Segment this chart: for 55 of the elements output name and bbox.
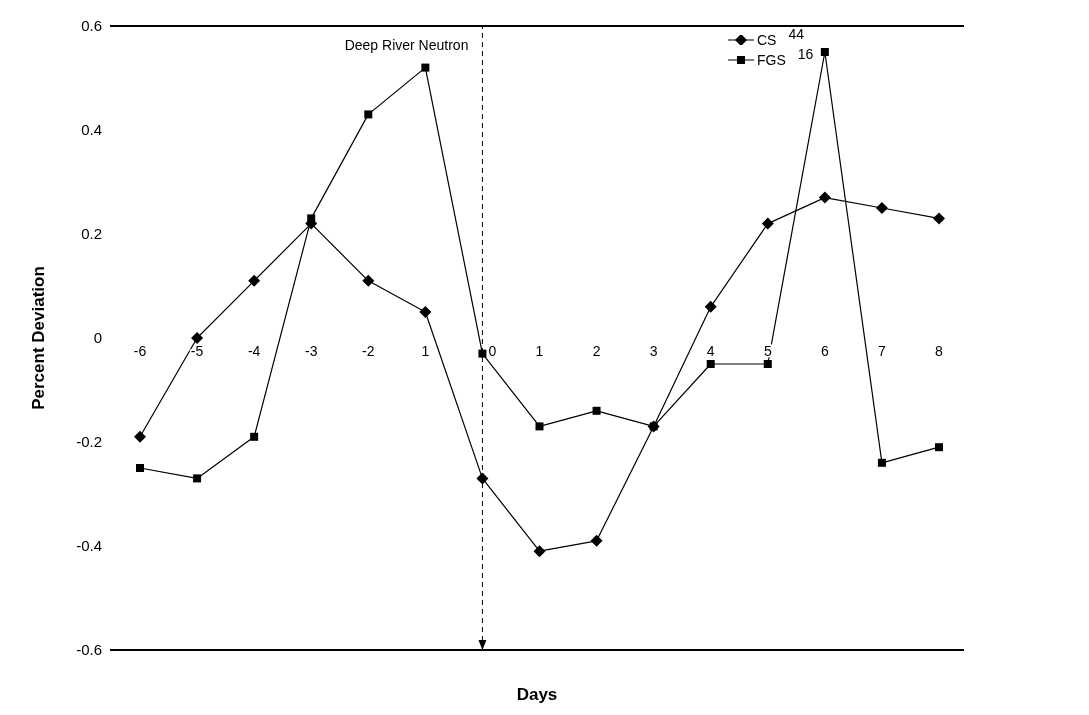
x-tick-label: -2 bbox=[362, 343, 375, 359]
point bbox=[820, 48, 829, 56]
y-tick-label: 0.2 bbox=[81, 225, 102, 243]
annotation: 44 bbox=[788, 26, 805, 42]
point bbox=[476, 472, 489, 485]
point bbox=[706, 360, 715, 368]
x-tick-label: 1 bbox=[421, 343, 430, 359]
point bbox=[590, 534, 603, 547]
point bbox=[364, 110, 373, 119]
point bbox=[478, 349, 487, 358]
point bbox=[193, 474, 202, 483]
x-tick-label: 0 bbox=[488, 343, 497, 359]
x-tick-label: 7 bbox=[878, 343, 887, 359]
ref-line-label: Deep River Neutron bbox=[344, 37, 469, 53]
point bbox=[307, 214, 316, 223]
y-tick-label: -0.6 bbox=[76, 641, 102, 659]
x-tick-label: -3 bbox=[304, 343, 318, 359]
legend-label: CS bbox=[757, 32, 777, 48]
x-tick-label: -5 bbox=[190, 343, 204, 359]
point bbox=[592, 406, 601, 415]
point bbox=[533, 545, 546, 558]
y-tick-label: 0.6 bbox=[81, 17, 102, 35]
point bbox=[134, 430, 146, 443]
point bbox=[761, 217, 774, 230]
point bbox=[535, 422, 544, 431]
x-tick-label: -6 bbox=[133, 343, 147, 359]
y-tick-label: 0.4 bbox=[81, 121, 102, 139]
point bbox=[191, 332, 204, 344]
point bbox=[763, 360, 772, 368]
x-tick-label: 3 bbox=[649, 343, 658, 359]
y-axis-title: Percent Deviation bbox=[29, 266, 49, 410]
point bbox=[704, 300, 717, 313]
legend-label: FGS bbox=[757, 52, 786, 68]
point bbox=[248, 274, 261, 287]
point bbox=[250, 432, 259, 441]
point bbox=[875, 202, 888, 214]
x-tick-label: 4 bbox=[706, 343, 715, 359]
x-tick-label: 6 bbox=[820, 343, 829, 359]
y-tick-label: 0 bbox=[93, 329, 102, 347]
y-tick-label: -0.4 bbox=[76, 537, 102, 555]
x-tick-label: -4 bbox=[247, 343, 261, 359]
point bbox=[419, 306, 432, 318]
point bbox=[818, 191, 831, 204]
x-tick-label: 1 bbox=[535, 343, 544, 359]
x-axis-title: Days bbox=[516, 685, 558, 704]
x-tick-label: 8 bbox=[935, 343, 944, 359]
point bbox=[935, 443, 943, 452]
y-tick-label: -0.2 bbox=[76, 433, 102, 451]
point bbox=[421, 63, 430, 72]
annotation: 16 bbox=[797, 46, 814, 62]
point bbox=[136, 464, 144, 472]
point bbox=[877, 458, 886, 467]
point bbox=[933, 212, 945, 225]
x-tick-label: 2 bbox=[592, 343, 601, 359]
point bbox=[362, 274, 375, 287]
